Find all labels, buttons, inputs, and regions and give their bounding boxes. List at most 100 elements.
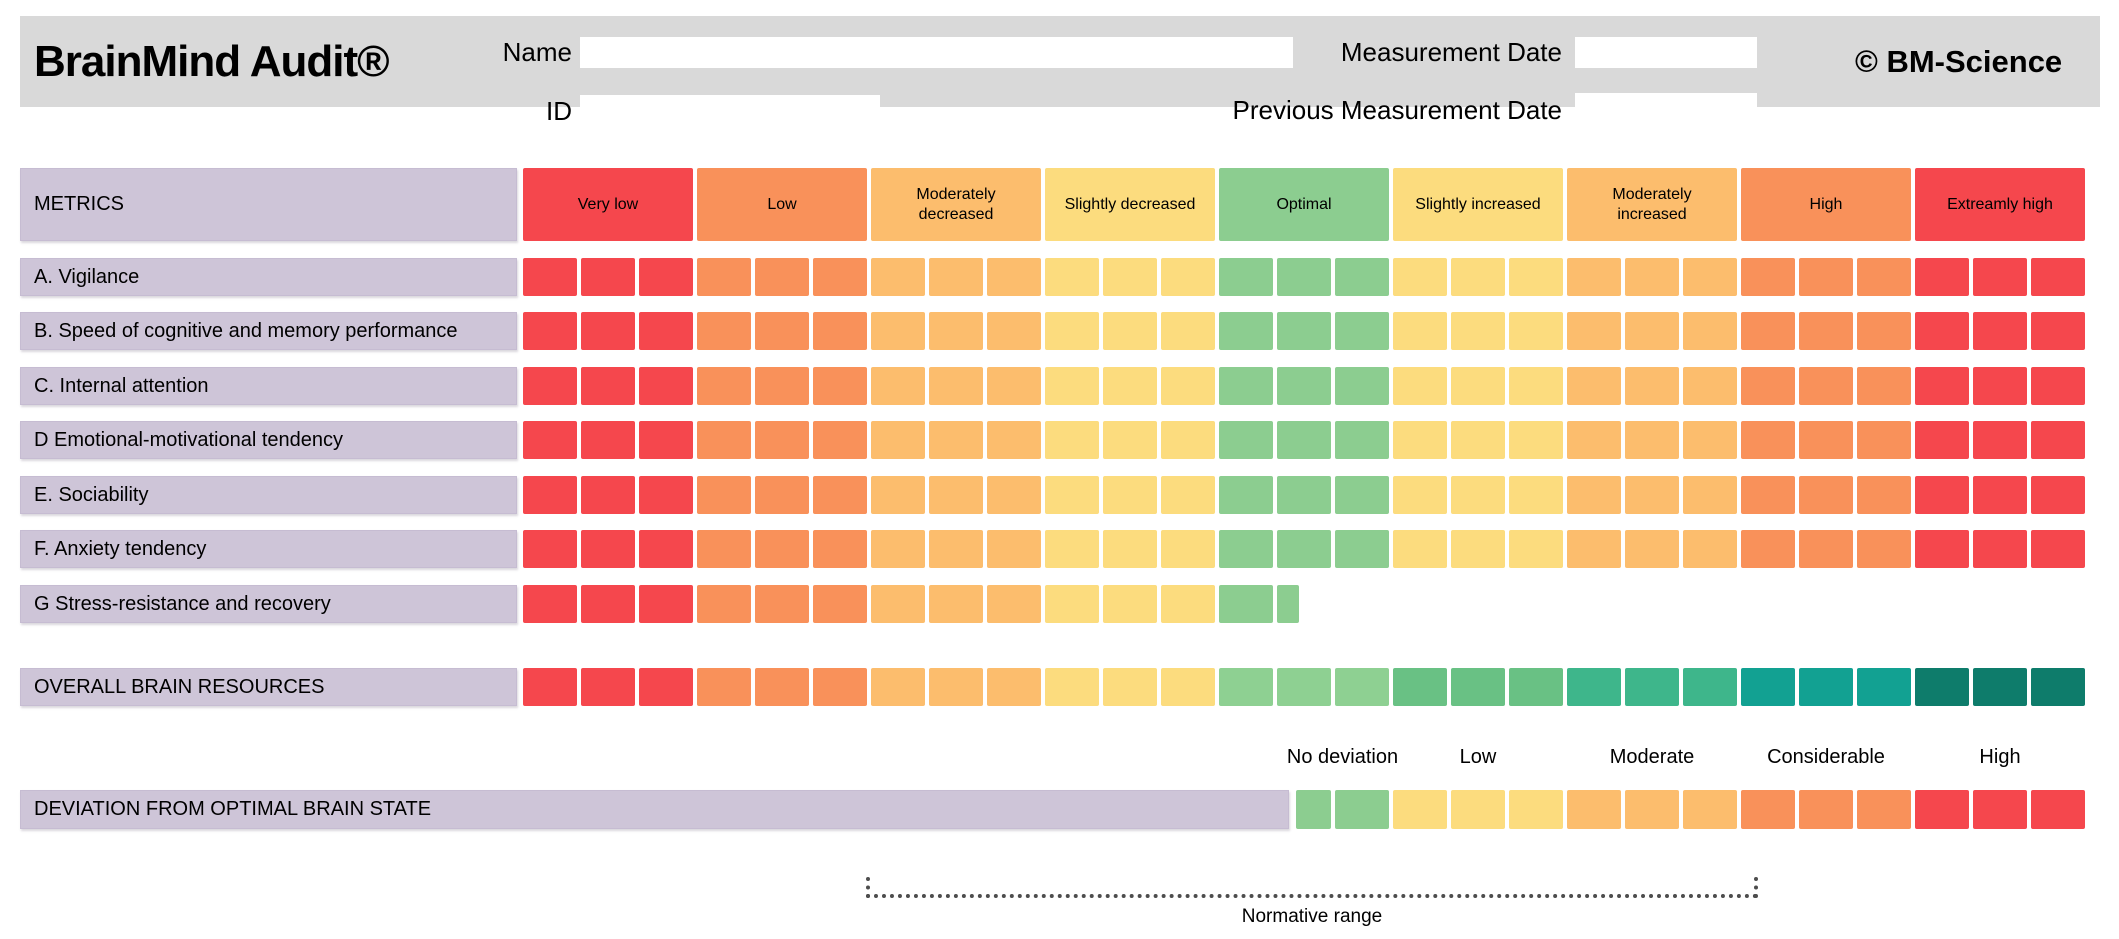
metric-cell	[1741, 530, 1795, 568]
metric-cell	[523, 312, 577, 350]
metric-cell	[697, 585, 751, 623]
overall-cell	[929, 668, 983, 706]
metric-cell	[1451, 367, 1505, 405]
metric-cell	[871, 258, 925, 296]
metric-cell	[1625, 530, 1679, 568]
metric-cell	[1683, 476, 1737, 514]
metric-cell	[1277, 476, 1331, 514]
overall-cell	[1915, 668, 1969, 706]
metric-cell	[523, 585, 577, 623]
metric-cell	[1451, 530, 1505, 568]
metric-cell	[1219, 367, 1273, 405]
metric-cell	[1335, 367, 1389, 405]
metric-cell	[1277, 421, 1331, 459]
overall-cell	[523, 668, 577, 706]
metric-cell	[1045, 585, 1099, 623]
metric-cell	[2031, 258, 2085, 296]
overall-cell	[1567, 668, 1621, 706]
metric-cell	[813, 312, 867, 350]
metric-cell	[1335, 476, 1389, 514]
metric-cell	[1567, 312, 1621, 350]
metric-cell	[1045, 476, 1099, 514]
metric-cell	[1277, 312, 1331, 350]
metric-cell	[1741, 367, 1795, 405]
deviation-cell	[1741, 790, 1795, 829]
overall-cell	[1335, 668, 1389, 706]
metric-cell	[1567, 258, 1621, 296]
metric-cell	[1161, 258, 1215, 296]
metric-cell	[581, 476, 635, 514]
metric-cell	[987, 421, 1041, 459]
metric-cell	[523, 258, 577, 296]
metric-cell	[813, 585, 867, 623]
overall-cell	[1625, 668, 1679, 706]
scale-band-header: High	[1741, 168, 1911, 241]
metric-cell	[697, 367, 751, 405]
metric-row-label: E. Sociability	[20, 476, 517, 514]
metric-cell	[1509, 258, 1563, 296]
metric-cell	[1161, 476, 1215, 514]
metric-cell	[1161, 421, 1215, 459]
id-input[interactable]	[580, 95, 880, 128]
metric-cell	[2031, 476, 2085, 514]
metric-cell	[1567, 421, 1621, 459]
name-input[interactable]	[580, 37, 1293, 68]
metric-cell	[1219, 421, 1273, 459]
metric-cell	[1857, 476, 1911, 514]
metric-cell	[929, 476, 983, 514]
metric-cell	[1857, 258, 1911, 296]
metric-row-label: F. Anxiety tendency	[20, 530, 517, 568]
scale-band-header: Optimal	[1219, 168, 1389, 241]
metric-cell	[1857, 530, 1911, 568]
metric-cell	[1335, 258, 1389, 296]
metric-row-label: G Stress-resistance and recovery	[20, 585, 517, 623]
metric-cell	[639, 476, 693, 514]
metric-cell	[1451, 476, 1505, 514]
metric-cell	[929, 421, 983, 459]
metric-cell	[1973, 258, 2027, 296]
metric-cell	[1161, 367, 1215, 405]
metric-cell	[697, 312, 751, 350]
previous-measurement-date-input[interactable]	[1575, 93, 1757, 127]
overall-cell	[755, 668, 809, 706]
metric-cell	[639, 312, 693, 350]
metric-cell	[1915, 312, 1969, 350]
metric-cell	[581, 312, 635, 350]
metric-cell	[987, 585, 1041, 623]
metric-cell	[1683, 367, 1737, 405]
metric-cell	[755, 312, 809, 350]
metric-cell	[871, 585, 925, 623]
previous-measurement-date-label: Previous Measurement Date	[1232, 95, 1562, 125]
metric-cell	[1741, 312, 1795, 350]
metric-cell	[1393, 258, 1447, 296]
normative-range-bracket	[866, 877, 1758, 898]
deviation-cell	[1915, 790, 1969, 829]
scale-band-header: Low	[697, 168, 867, 241]
deviation-cell	[1451, 790, 1505, 829]
metric-cell	[581, 530, 635, 568]
metric-cell	[813, 476, 867, 514]
metric-cell	[1741, 421, 1795, 459]
metric-cell	[987, 258, 1041, 296]
metric-cell	[697, 476, 751, 514]
metric-cell	[1219, 530, 1273, 568]
metric-cell	[1219, 312, 1273, 350]
overall-cell	[1741, 668, 1795, 706]
copyright: © BM-Science	[1855, 43, 2063, 79]
metric-cell	[1335, 312, 1389, 350]
metric-cell	[523, 476, 577, 514]
overall-cell	[1451, 668, 1505, 706]
metric-cell	[929, 367, 983, 405]
deviation-cell	[1973, 790, 2027, 829]
scale-band-header: Slightly increased	[1393, 168, 1563, 241]
metric-cell	[639, 530, 693, 568]
metric-cell	[523, 421, 577, 459]
metric-cell	[1625, 421, 1679, 459]
metric-cell	[1915, 530, 1969, 568]
overall-cell	[1973, 668, 2027, 706]
metric-cell	[697, 258, 751, 296]
metric-cell	[1393, 367, 1447, 405]
metric-cell	[639, 367, 693, 405]
measurement-date-input[interactable]	[1575, 37, 1757, 68]
metric-cell	[1799, 530, 1853, 568]
